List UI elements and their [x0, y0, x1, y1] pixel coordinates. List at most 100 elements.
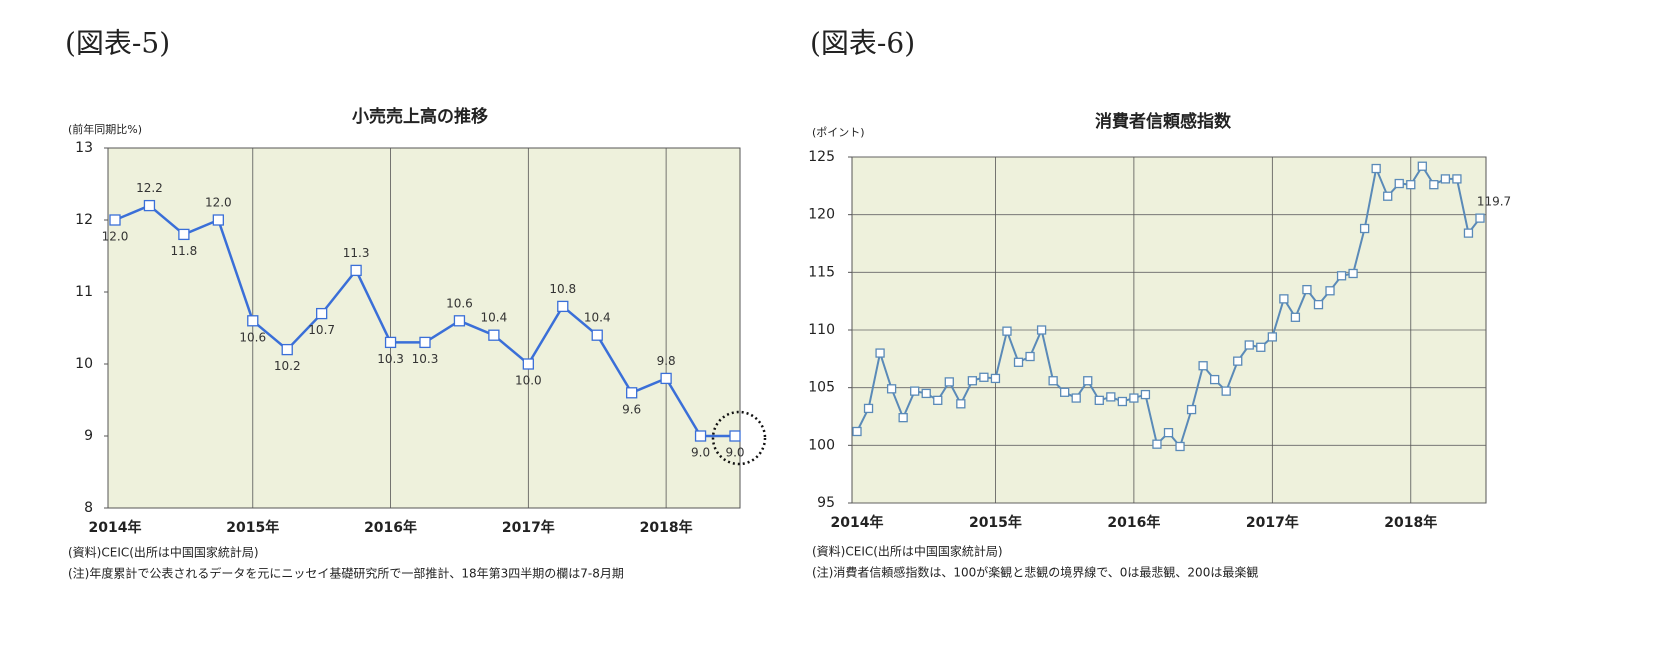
- y-axis-label: (ポイント): [812, 126, 865, 139]
- data-label: 12.0: [102, 230, 129, 244]
- marker: [1048, 376, 1058, 386]
- marker: [1221, 386, 1231, 396]
- marker: [1475, 213, 1485, 223]
- y-tick-label: 110: [808, 322, 835, 338]
- highlight-circle: [711, 410, 767, 466]
- x-tick-label: 2014年: [831, 514, 884, 531]
- marker: [1117, 396, 1128, 407]
- marker: [557, 300, 569, 313]
- marker: [1244, 340, 1254, 350]
- x-tick-label: 2015年: [226, 519, 279, 536]
- marker: [1060, 387, 1070, 397]
- marker: [1348, 268, 1358, 279]
- x-tick-label: 2015年: [969, 514, 1022, 531]
- marker: [1152, 439, 1162, 449]
- marker: [247, 315, 259, 327]
- plot-area: [107, 147, 741, 509]
- x-tick-label: 2017年: [1246, 514, 1299, 531]
- y-tick-label: 12: [75, 212, 93, 228]
- data-label: 10.0: [515, 374, 542, 388]
- data-label: 9.0: [725, 446, 744, 460]
- data-label: 10.2: [274, 359, 301, 373]
- marker: [1417, 161, 1427, 171]
- marker: [1429, 180, 1439, 190]
- y-tick-label: 11: [75, 284, 93, 300]
- marker: [143, 199, 156, 212]
- marker: [1129, 393, 1139, 403]
- y-tick-label: 95: [817, 495, 835, 511]
- data-label: 10.8: [549, 282, 576, 296]
- y-axis-label: (前年同期比%): [68, 122, 142, 136]
- marker: [944, 377, 954, 387]
- marker: [316, 307, 328, 320]
- marker: [591, 329, 603, 341]
- marker: [1406, 180, 1416, 190]
- data-label: 12.0: [205, 196, 232, 210]
- figure-label: (図表-5): [65, 27, 170, 60]
- marker: [384, 336, 397, 349]
- marker: [1036, 325, 1047, 335]
- marker: [488, 329, 500, 341]
- marker: [350, 264, 362, 277]
- y-tick-label: 115: [808, 264, 835, 280]
- source-note: (資料)CEIC(出所は中国国家統計局): [68, 545, 259, 560]
- y-tick-label: 9: [84, 428, 93, 444]
- marker: [956, 399, 966, 409]
- marker: [1290, 312, 1301, 322]
- marker: [1325, 286, 1335, 296]
- data-label: 10.3: [377, 352, 404, 366]
- figure-label: (図表-6): [810, 27, 915, 60]
- marker: [1163, 427, 1174, 438]
- marker: [979, 372, 989, 382]
- marker: [898, 413, 908, 423]
- data-label: 11.8: [171, 244, 198, 258]
- marker: [1002, 326, 1012, 336]
- marker: [1106, 392, 1116, 402]
- source-note: (資料)CEIC(出所は中国国家統計局): [812, 544, 1003, 559]
- marker: [886, 384, 897, 394]
- footnote: (注)消費者信頼感指数は、100が楽観と悲観の境界線で、0は最悲観、200は最楽…: [812, 565, 1258, 580]
- y-tick-label: 8: [84, 500, 93, 516]
- y-tick-label: 100: [808, 437, 835, 453]
- chart-title: 消費者信頼感指数: [1095, 111, 1232, 132]
- x-tick-label: 2016年: [1107, 514, 1160, 531]
- marker: [1383, 191, 1393, 201]
- marker: [1256, 342, 1266, 352]
- marker: [212, 214, 224, 226]
- marker: [863, 403, 874, 414]
- marker: [1267, 332, 1277, 342]
- marker: [1394, 178, 1404, 189]
- marker: [910, 386, 920, 396]
- chart-title: 小売売上高の推移: [352, 106, 488, 127]
- marker: [419, 336, 431, 349]
- marker: [109, 214, 121, 226]
- marker: [1463, 228, 1474, 238]
- y-tick-label: 10: [75, 356, 93, 372]
- marker: [660, 372, 672, 385]
- marker: [178, 228, 190, 241]
- marker: [1302, 284, 1312, 295]
- data-label: 9.6: [622, 402, 641, 416]
- x-tick-label: 2014年: [89, 519, 142, 536]
- marker: [875, 348, 885, 358]
- data-label: 10.4: [481, 311, 508, 325]
- y-tick-label: 105: [808, 380, 835, 396]
- y-tick-label: 125: [808, 149, 835, 165]
- data-label: 10.3: [412, 352, 439, 366]
- data-label: 119.7: [1477, 195, 1511, 209]
- data-label: 10.4: [584, 311, 611, 325]
- x-tick-label: 2017年: [502, 519, 555, 536]
- marker: [933, 395, 943, 406]
- marker: [1359, 223, 1370, 234]
- y-tick-label: 120: [808, 207, 835, 223]
- marker: [1175, 441, 1185, 452]
- marker: [1186, 404, 1197, 415]
- marker: [1371, 163, 1381, 174]
- marker: [1233, 356, 1243, 366]
- data-label: 10.6: [446, 296, 473, 310]
- x-tick-label: 2018年: [640, 519, 693, 536]
- data-label: 9.0: [691, 446, 710, 460]
- marker: [626, 387, 638, 399]
- marker: [967, 376, 978, 386]
- data-label: 11.3: [343, 246, 370, 260]
